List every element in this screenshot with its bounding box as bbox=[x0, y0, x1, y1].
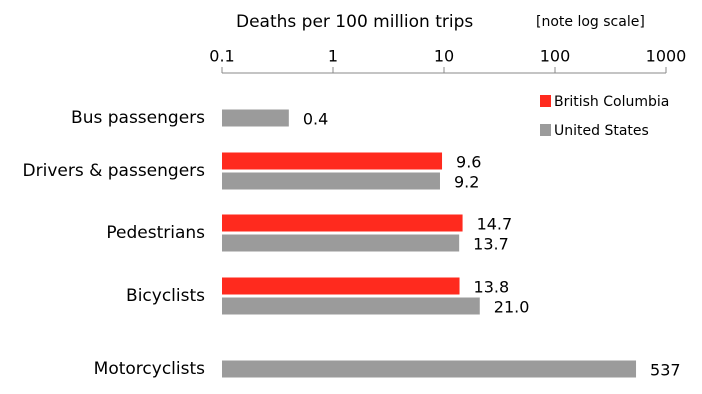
value-label: 13.8 bbox=[474, 278, 510, 297]
category-label: Bicyclists bbox=[126, 286, 205, 306]
bar bbox=[222, 277, 460, 295]
x-tick-label: 1 bbox=[328, 47, 338, 66]
bar bbox=[222, 152, 443, 170]
value-label: 9.6 bbox=[456, 153, 481, 172]
bar bbox=[222, 234, 460, 252]
legend-label: United States bbox=[554, 123, 649, 139]
value-label: 14.7 bbox=[477, 215, 513, 234]
value-label: 13.7 bbox=[473, 235, 509, 254]
x-tick-label: 0.1 bbox=[209, 47, 234, 66]
value-label: 21.0 bbox=[494, 298, 530, 317]
annotation: [note log scale] bbox=[536, 14, 645, 30]
chart-title: Deaths per 100 million trips bbox=[236, 12, 473, 32]
legend-label: British Columbia bbox=[554, 94, 669, 110]
value-label: 0.4 bbox=[303, 110, 328, 129]
bar bbox=[222, 297, 480, 315]
legend-swatch bbox=[540, 124, 551, 136]
x-tick-label: 1000 bbox=[646, 47, 687, 66]
bar bbox=[222, 214, 463, 232]
category-label: Pedestrians bbox=[106, 223, 205, 243]
category-label: Bus passengers bbox=[71, 108, 205, 128]
bar bbox=[222, 109, 289, 127]
x-tick-label: 100 bbox=[540, 47, 571, 66]
value-label: 537 bbox=[650, 361, 681, 380]
category-label: Motorcyclists bbox=[94, 359, 205, 379]
bar bbox=[222, 172, 440, 190]
x-tick-label: 10 bbox=[434, 47, 454, 66]
category-label: Drivers & passengers bbox=[23, 161, 206, 181]
bar bbox=[222, 360, 637, 378]
value-label: 9.2 bbox=[454, 173, 479, 192]
legend-swatch bbox=[540, 95, 551, 107]
